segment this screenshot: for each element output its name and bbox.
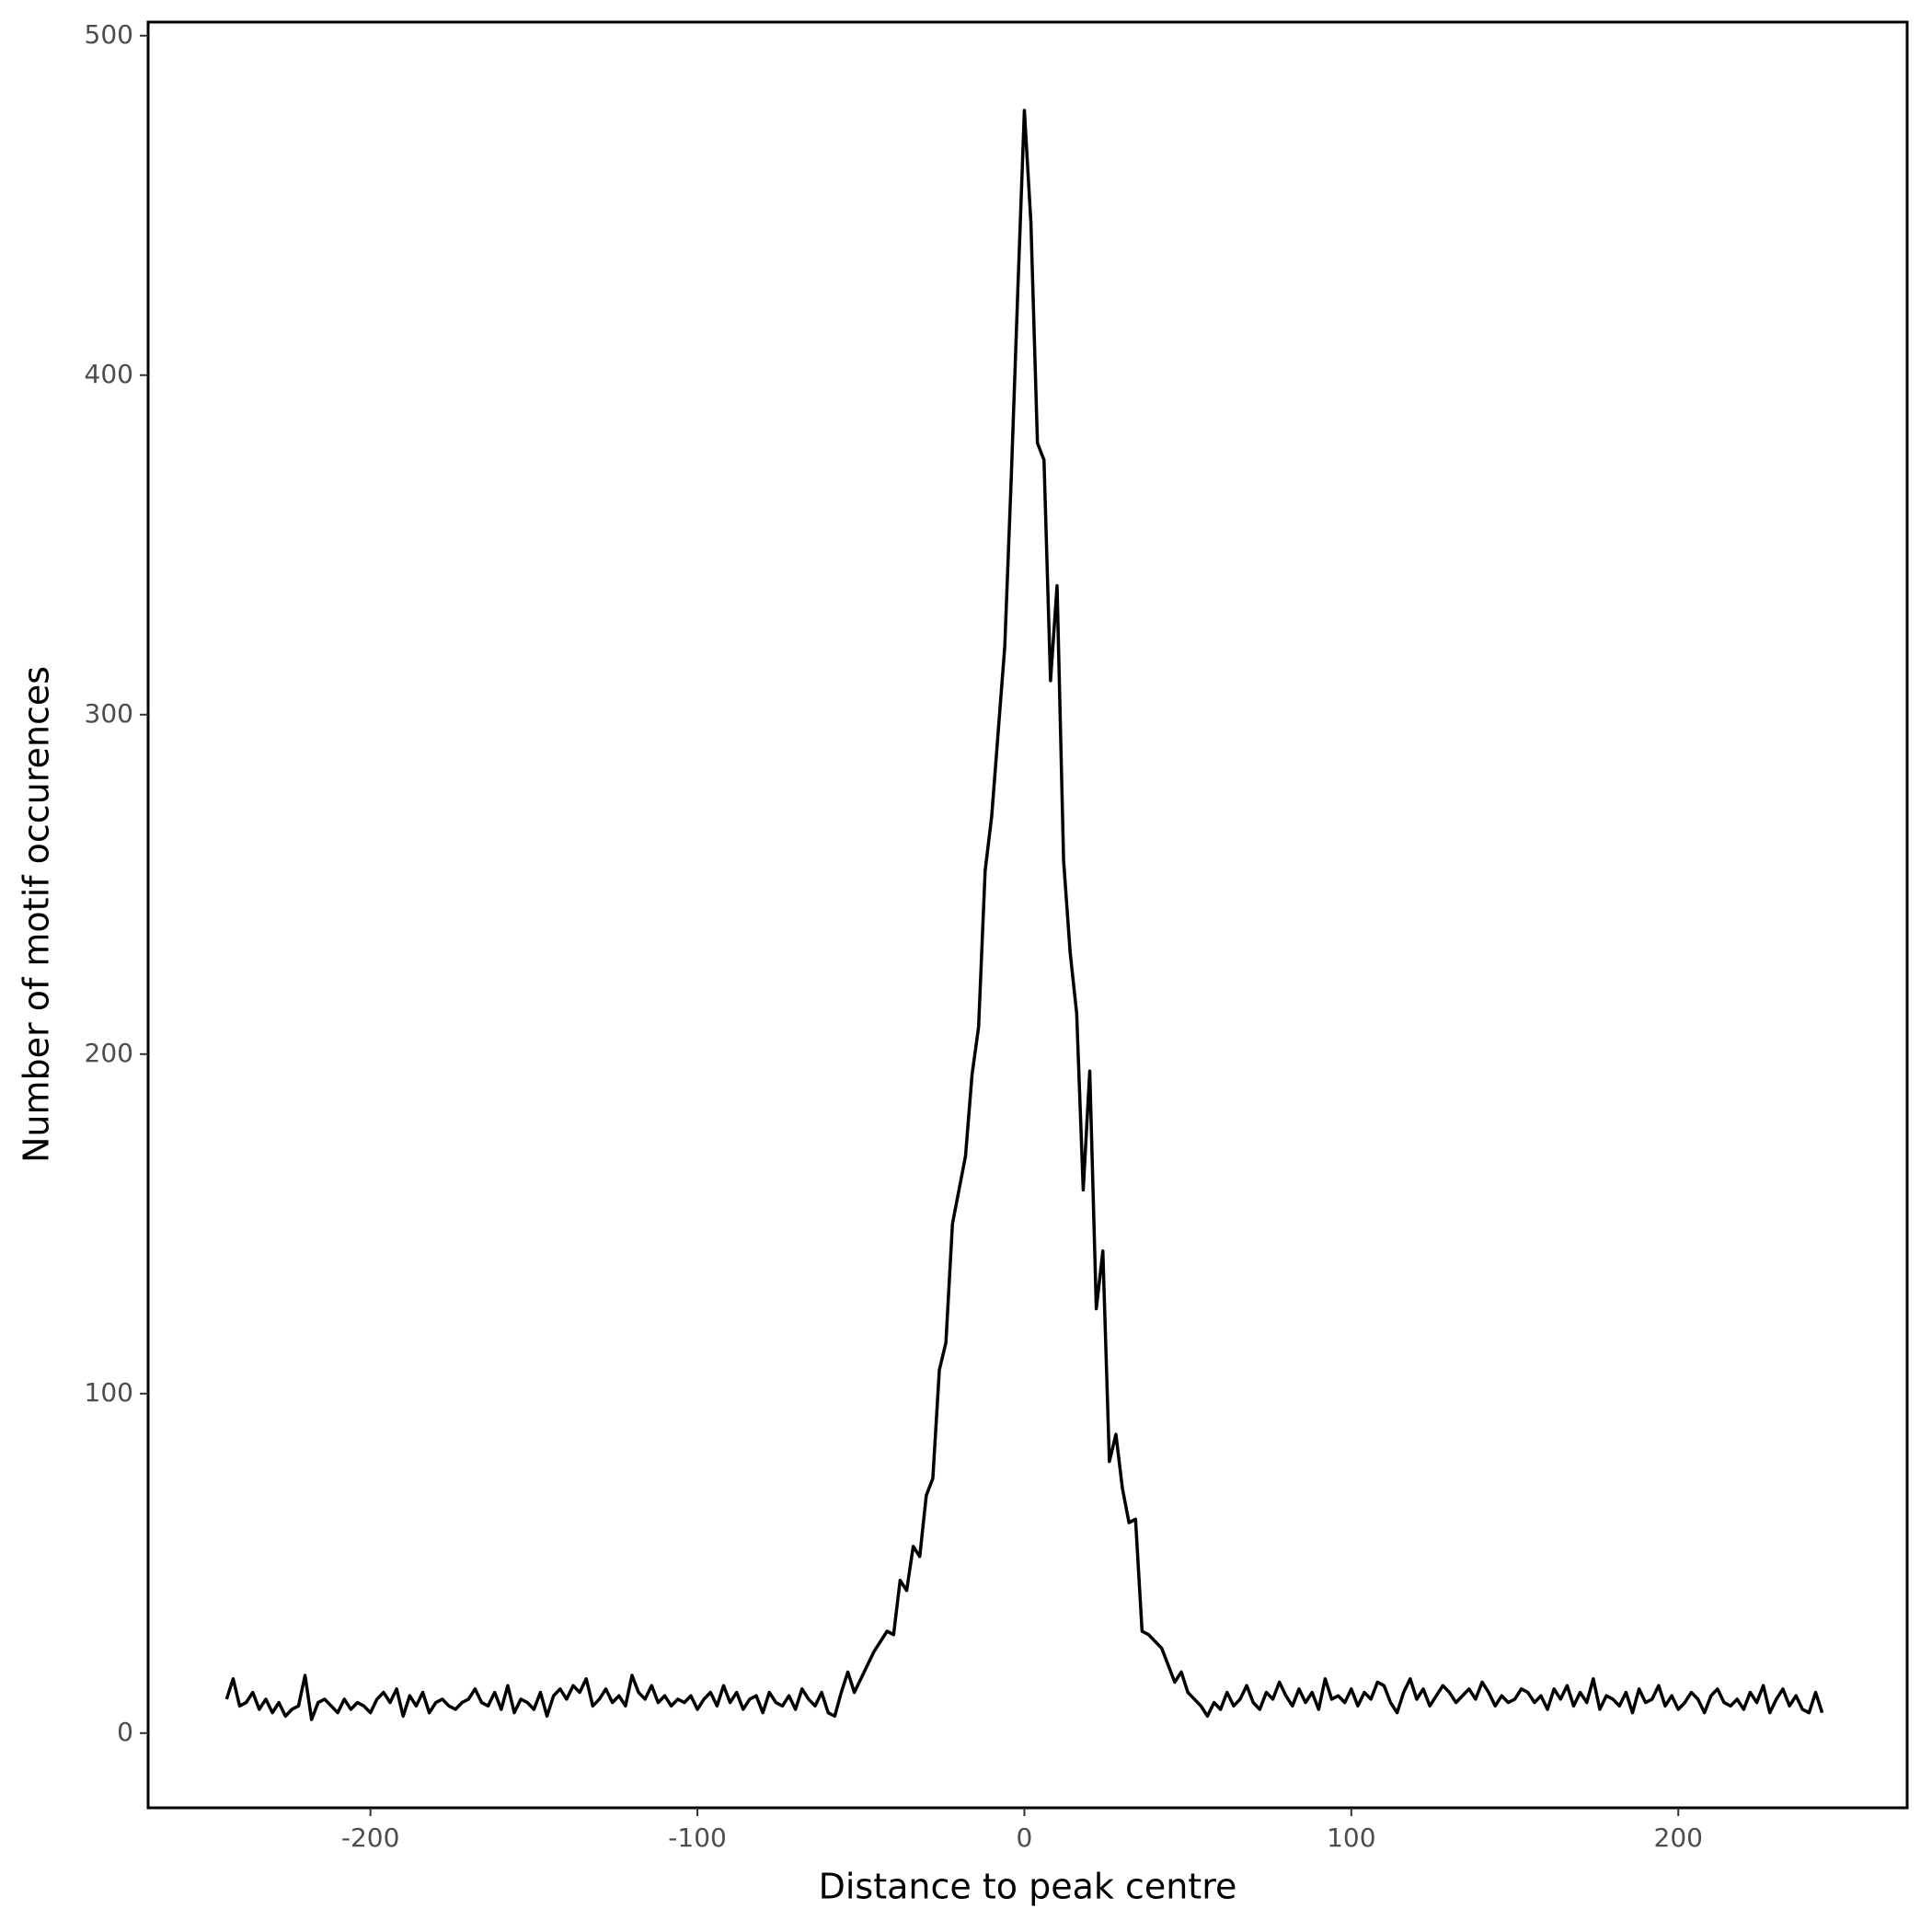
y-tick-label: 400 — [85, 359, 133, 389]
y-tick-label: 0 — [117, 1717, 133, 1747]
x-tick-label: -100 — [668, 1823, 727, 1853]
x-tick-label: 0 — [1017, 1823, 1033, 1853]
plot-frame — [146, 20, 1909, 1810]
y-axis-label: Number of motif occurences — [17, 666, 57, 1163]
x-tick-label: 200 — [1654, 1823, 1703, 1853]
y-tick-label: 300 — [85, 698, 133, 729]
x-axis-label: Distance to peak centre — [819, 1867, 1237, 1907]
y-tick-label: 200 — [85, 1038, 133, 1068]
y-tick-label: 500 — [85, 19, 133, 50]
x-tick-label: -200 — [341, 1823, 400, 1853]
y-tick-label: 100 — [85, 1377, 133, 1408]
line — [224, 109, 1824, 1721]
x-tick-label: 100 — [1327, 1823, 1375, 1853]
